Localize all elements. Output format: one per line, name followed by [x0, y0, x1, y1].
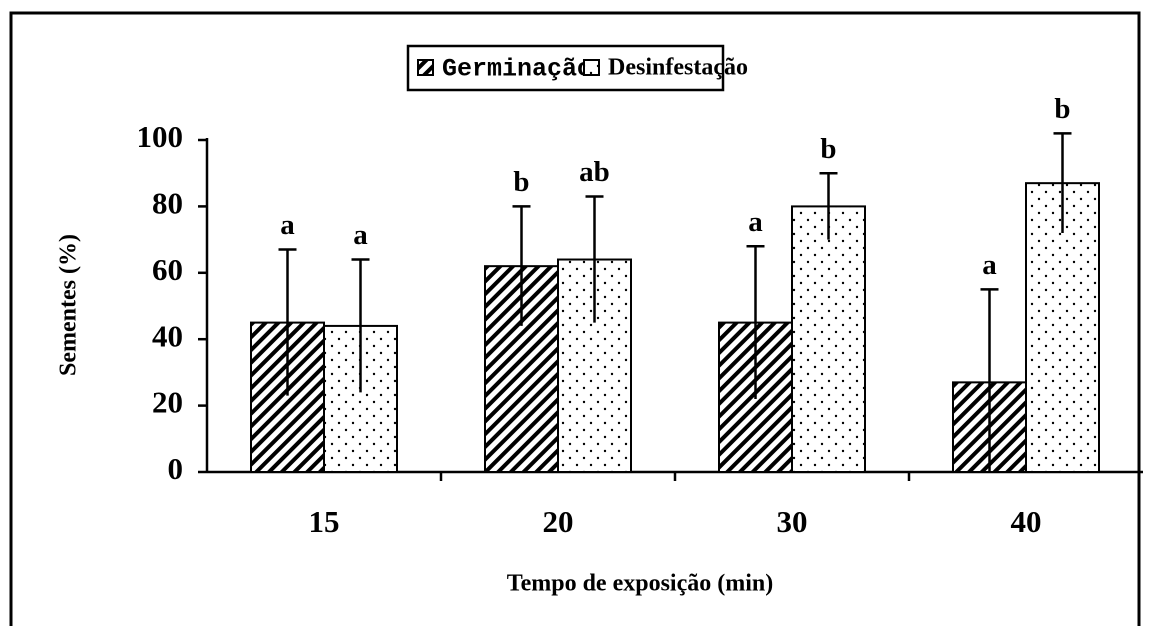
error-bar [278, 248, 297, 396]
legend-swatch [583, 59, 600, 76]
y-tick-label: 80 [152, 186, 183, 221]
error-bar [585, 195, 604, 323]
y-tick-label: 0 [168, 451, 184, 486]
y-tick-label: 100 [137, 119, 184, 154]
x-tick-label: 20 [543, 504, 574, 539]
y-tick-label: 20 [152, 385, 183, 420]
bar [791, 205, 866, 473]
y-axis-title: Sementes (%) [56, 234, 82, 376]
error-bar [512, 205, 531, 326]
significance-letter: a [353, 219, 368, 251]
error-bar [819, 171, 838, 240]
significance-letter: a [748, 206, 763, 238]
significance-letter: ab [579, 156, 610, 188]
significance-letter: a [982, 249, 997, 281]
legend-label: Germinação [442, 55, 592, 84]
legend: Germinação Desinfestação [417, 55, 748, 84]
frame [9, 11, 1141, 626]
significance-letter: b [1054, 93, 1070, 125]
y-tick-label: 40 [152, 318, 183, 353]
error-bar [980, 288, 999, 472]
significance-letter: b [820, 133, 836, 165]
error-bar [351, 258, 370, 393]
legend-box [406, 44, 725, 92]
error-bar [1053, 132, 1072, 233]
x-tick-label: 15 [309, 504, 340, 539]
x-tick-label: 40 [1011, 504, 1042, 539]
significance-letter: a [280, 209, 295, 241]
x-axis-title: Tempo de exposição (min) [507, 571, 773, 597]
significance-letter: b [513, 166, 529, 198]
x-tick-label: 30 [777, 504, 808, 539]
legend-swatch [417, 59, 434, 76]
y-tick-label: 60 [152, 252, 183, 287]
legend-label: Desinfestação [608, 55, 748, 81]
error-bar [746, 244, 765, 399]
